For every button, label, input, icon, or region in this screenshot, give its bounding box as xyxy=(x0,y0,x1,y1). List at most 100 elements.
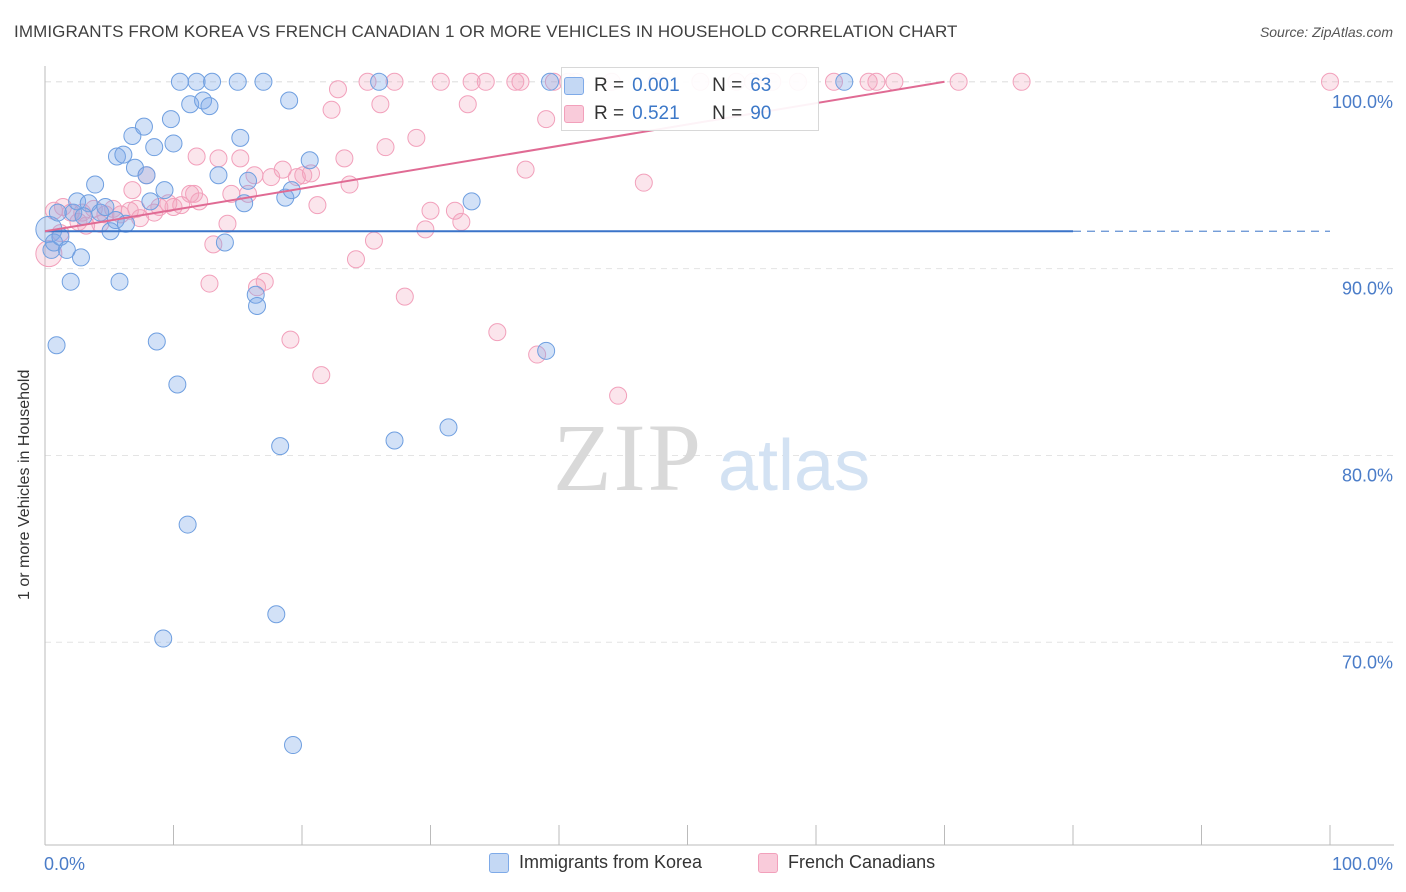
korea-point xyxy=(57,240,76,259)
korea-point xyxy=(200,97,219,116)
korea-point xyxy=(64,203,83,222)
french-point xyxy=(859,72,878,91)
french-point xyxy=(458,95,477,114)
korea-point xyxy=(74,207,93,226)
french-point xyxy=(340,175,359,194)
korea-points xyxy=(35,72,854,755)
korea-point xyxy=(284,736,303,755)
korea-point xyxy=(61,272,80,291)
korea-point xyxy=(47,336,66,355)
korea-point xyxy=(48,203,67,222)
korea-point xyxy=(161,110,180,129)
y-tick-label: 70.0% xyxy=(1342,652,1393,672)
french-r-value: 0.521 xyxy=(632,103,680,124)
french-point xyxy=(371,95,390,114)
french-n-value: 90 xyxy=(750,103,772,124)
watermark: ZIP atlas xyxy=(553,404,870,511)
korea-point xyxy=(537,341,556,360)
french-point xyxy=(328,80,347,99)
watermark-atlas: atlas xyxy=(718,426,870,506)
korea-point xyxy=(168,375,187,394)
korea-point xyxy=(96,197,115,216)
french-point xyxy=(200,274,219,293)
french-point xyxy=(609,386,628,405)
y-axis-label: 1 or more Vehicles in Household xyxy=(16,369,33,600)
legend-item-french: French Canadians xyxy=(758,852,935,873)
korea-point xyxy=(280,91,299,110)
french-point xyxy=(867,72,886,91)
korea-point xyxy=(137,166,156,185)
korea-point xyxy=(71,248,90,267)
korea-r-label: R = xyxy=(594,75,625,96)
korea-point xyxy=(155,181,174,200)
french-point xyxy=(218,214,237,233)
french-point xyxy=(506,72,525,91)
korea-point xyxy=(541,72,560,91)
watermark-zip: ZIP xyxy=(553,404,703,511)
korea-point xyxy=(154,629,173,648)
french-point xyxy=(476,72,495,91)
legend-korea-label: Immigrants from Korea xyxy=(519,852,703,872)
french-point xyxy=(421,201,440,220)
french-point xyxy=(1321,72,1339,91)
y-tick-label: 80.0% xyxy=(1342,465,1393,485)
korea-point xyxy=(385,431,404,450)
y-tick-label: 90.0% xyxy=(1342,279,1393,299)
korea-point xyxy=(231,128,250,147)
korea-point xyxy=(835,72,854,91)
gridlines xyxy=(45,81,1394,643)
korea-r-value: 0.001 xyxy=(632,75,680,96)
korea-point xyxy=(300,151,319,170)
french-point xyxy=(376,138,395,157)
legend-item-korea: Immigrants from Korea xyxy=(489,852,702,873)
french-point xyxy=(185,184,204,203)
korea-point xyxy=(170,72,189,91)
french-point xyxy=(824,72,843,91)
korea-point xyxy=(239,171,258,190)
korea-point xyxy=(178,515,197,534)
stats-row-korea: R = 0.001 N = 63 xyxy=(564,73,771,99)
french-point xyxy=(209,149,228,168)
french-r-label: R = xyxy=(594,103,625,124)
korea-point xyxy=(107,147,126,166)
korea-point xyxy=(462,192,481,211)
korea-point xyxy=(114,145,133,164)
french-point xyxy=(385,72,404,91)
french-point xyxy=(537,110,556,129)
french-point xyxy=(516,160,535,179)
french-point xyxy=(204,235,223,254)
korea-point xyxy=(439,418,458,437)
korea-point xyxy=(68,192,87,211)
korea-point xyxy=(254,72,273,91)
french-point xyxy=(187,147,206,166)
french-point xyxy=(312,366,331,385)
french-point xyxy=(364,231,383,250)
french-point xyxy=(511,72,530,91)
french-point xyxy=(53,197,72,216)
korea-swatch xyxy=(564,77,584,95)
french-point xyxy=(346,250,365,269)
french-point xyxy=(35,240,63,268)
french-point xyxy=(445,201,464,220)
korea-point xyxy=(276,188,295,207)
french-point xyxy=(488,323,507,342)
french-n-label: N = xyxy=(712,103,743,124)
legend-korea-swatch xyxy=(489,852,509,873)
korea-point xyxy=(42,240,61,259)
stats-legend-box: R = 0.001 N = 63 R = 0.521 N = 90 xyxy=(561,67,819,131)
source-label: Source: ZipAtlas.com xyxy=(1259,24,1393,40)
korea-point xyxy=(147,332,166,351)
korea-point xyxy=(187,72,206,91)
french-point xyxy=(231,149,250,168)
french-point xyxy=(407,128,426,147)
french-point xyxy=(255,272,274,291)
legend: Immigrants from Korea French Canadians xyxy=(0,852,1406,878)
french-swatch xyxy=(564,105,584,123)
korea-point xyxy=(271,437,290,456)
french-point xyxy=(181,184,200,203)
korea-point xyxy=(116,214,135,233)
french-point xyxy=(949,72,968,91)
chart-title: IMMIGRANTS FROM KOREA VS FRENCH CANADIAN… xyxy=(14,22,958,41)
french-point xyxy=(127,199,146,218)
